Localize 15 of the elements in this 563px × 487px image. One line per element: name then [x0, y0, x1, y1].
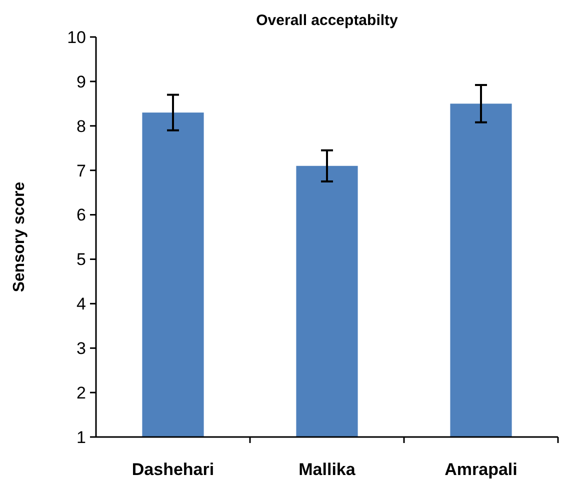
chart-title: Overall acceptabilty: [256, 12, 399, 29]
x-tick-label: Dashehari: [132, 460, 214, 479]
y-axis-title: Sensory score: [11, 182, 28, 292]
y-tick-label: 1: [76, 428, 86, 447]
y-tick-label: 3: [76, 339, 86, 358]
y-tick-label: 9: [76, 72, 86, 92]
y-tick-label: 7: [76, 161, 86, 180]
y-tick-label: 10: [67, 28, 86, 47]
y-tick-label: 8: [76, 116, 86, 136]
x-tick-label: Amrapali: [444, 460, 518, 479]
y-tick-label: 5: [76, 250, 86, 270]
x-tick-label: Mallika: [298, 460, 356, 479]
y-tick-label: 6: [76, 206, 86, 225]
y-tick-label: 4: [76, 294, 86, 314]
y-tick-label: 2: [76, 384, 86, 403]
